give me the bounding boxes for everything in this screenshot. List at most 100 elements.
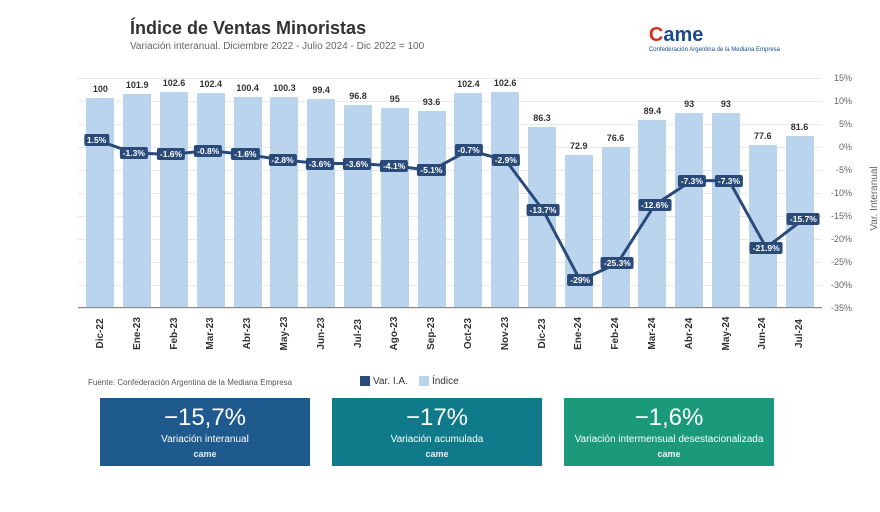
x-axis-tick-label: May-23 <box>279 315 290 352</box>
line-value-label: 1.5% <box>84 134 109 146</box>
line-value-label: -15.7% <box>787 213 820 225</box>
x-axis-tick-label: Ene-23 <box>132 315 143 352</box>
x-axis-tick-label: Ene-24 <box>573 315 584 352</box>
bar: 93.6 <box>418 111 446 307</box>
bar-value-label: 76.6 <box>607 133 625 143</box>
source-text: Fuente: Confederación Argentina de la Me… <box>88 378 292 387</box>
x-axis-tick-label: May-24 <box>720 315 731 352</box>
legend-line-swatch <box>360 376 370 386</box>
bar-slot: 77.6 <box>744 145 781 307</box>
bar-value-label: 81.6 <box>791 122 809 132</box>
x-axis-tick-label: Nov-23 <box>500 315 511 352</box>
bar-value-label: 102.4 <box>457 79 480 89</box>
x-axis-tick-label: Jun-24 <box>757 315 768 352</box>
card-value: −15,7% <box>100 404 310 432</box>
line-value-label: -0.7% <box>454 144 482 156</box>
bar: 102.6 <box>491 92 519 307</box>
legend-line-label: Var. I.A. <box>373 376 408 387</box>
line-value-label: -1.6% <box>157 148 185 160</box>
bar-slot: 101.9 <box>119 94 156 307</box>
chart-subtitle: Variación interanual. Diciembre 2022 - J… <box>130 41 424 52</box>
bar-value-label: 93 <box>684 99 694 109</box>
bar-value-label: 100 <box>93 84 108 94</box>
bar-value-label: 77.6 <box>754 131 772 141</box>
line-value-label: -12.6% <box>638 199 671 211</box>
line-value-label: -1.6% <box>231 148 259 160</box>
line-value-label: -3.6% <box>306 158 334 170</box>
bar-slot: 99.4 <box>303 99 340 307</box>
line-value-label: -13.7% <box>527 204 560 216</box>
bar-slot: 93 <box>708 113 745 307</box>
came-logo: Came Confederación Argentina de la Media… <box>649 24 780 53</box>
x-axis-tick-label: Mar-23 <box>205 315 216 352</box>
x-axis-tick-label: Sep-23 <box>426 315 437 352</box>
bar: 93 <box>712 113 740 307</box>
bar: 76.6 <box>602 147 630 307</box>
bar: 86.3 <box>528 127 556 307</box>
bar-value-label: 100.3 <box>273 83 296 93</box>
bar-value-label: 101.9 <box>126 80 149 90</box>
bars-layer: 100101.9102.6102.4100.4100.399.496.89593… <box>78 78 822 307</box>
bar: 100.3 <box>270 97 298 307</box>
line-value-label: -2.8% <box>268 154 296 166</box>
x-axis-tick-label: Abr-23 <box>242 315 253 352</box>
bar-value-label: 96.8 <box>349 91 367 101</box>
grid-line <box>78 308 822 309</box>
right-axis-tick: -35% <box>831 303 852 313</box>
bar-value-label: 72.9 <box>570 141 588 151</box>
bar: 102.4 <box>197 93 225 307</box>
bar-value-label: 102.6 <box>494 78 517 88</box>
line-value-label: -3.6% <box>343 158 371 170</box>
bar-value-label: 93 <box>721 99 731 109</box>
bar: 96.8 <box>344 105 372 307</box>
bar: 102.6 <box>160 92 188 307</box>
bar-slot: 89.4 <box>634 120 671 307</box>
summary-card: −15,7%Variación interanualcame <box>100 398 310 466</box>
x-axis-tick-label: Dic-23 <box>536 315 547 352</box>
line-value-label: -21.9% <box>750 242 783 254</box>
summary-card: −1,6% Variación intermensual desestaciona… <box>564 398 774 466</box>
card-label: Variación acumulada <box>332 434 542 445</box>
right-axis-label: Var. Interanual <box>869 166 880 230</box>
x-axis-tick-label: Oct-23 <box>463 315 474 352</box>
bar-slot: 76.6 <box>597 147 634 307</box>
card-value: −1,6% <box>564 404 774 432</box>
x-axis-tick-label: Feb-24 <box>610 315 621 352</box>
bar-value-label: 95 <box>390 94 400 104</box>
line-value-label: -1.3% <box>120 147 148 159</box>
line-value-label: -5.1% <box>417 164 445 176</box>
card-mini-logo: came <box>564 449 774 459</box>
right-axis-tick: -5% <box>836 165 852 175</box>
bar-slot: 93 <box>671 113 708 307</box>
bar-value-label: 86.3 <box>533 113 551 123</box>
card-mini-logo: came <box>332 449 542 459</box>
line-value-label: -0.8% <box>194 145 222 157</box>
bar-slot: 102.4 <box>192 93 229 307</box>
bar-value-label: 99.4 <box>312 85 330 95</box>
bar-value-label: 102.6 <box>163 78 186 88</box>
bar-slot: 95 <box>376 108 413 307</box>
plot-area: Var. Interanual 15%10%5%0%-5%-10%-15%-20… <box>78 78 822 308</box>
line-value-label: -7.3% <box>678 175 706 187</box>
line-value-label: -25.3% <box>601 257 634 269</box>
bar-slot: 102.6 <box>487 92 524 307</box>
bar: 95 <box>381 108 409 307</box>
x-axis-tick-label: Jun-23 <box>316 315 327 352</box>
card-label: Variación intermensual desestacionalizad… <box>564 434 774 445</box>
bar: 100.4 <box>234 97 262 307</box>
line-value-label: -29% <box>567 274 593 286</box>
line-value-label: -7.3% <box>715 175 743 187</box>
summary-card: −17%Variación acumuladacame <box>332 398 542 466</box>
card-mini-logo: came <box>100 449 310 459</box>
bar: 77.6 <box>749 145 777 307</box>
bar-value-label: 93.6 <box>423 97 441 107</box>
right-axis-tick: 5% <box>839 119 852 129</box>
line-value-label: -2.9% <box>492 154 520 166</box>
legend-bar-label: Índice <box>432 376 459 387</box>
right-axis-tick: -25% <box>831 257 852 267</box>
x-axis-labels: Dic-22Ene-23Feb-23Mar-23Abr-23May-23Jun-… <box>78 310 822 321</box>
x-axis-tick-label: Mar-24 <box>647 315 658 352</box>
bar: 93 <box>675 113 703 307</box>
bar: 99.4 <box>307 99 335 307</box>
bar-slot: 100.4 <box>229 97 266 307</box>
